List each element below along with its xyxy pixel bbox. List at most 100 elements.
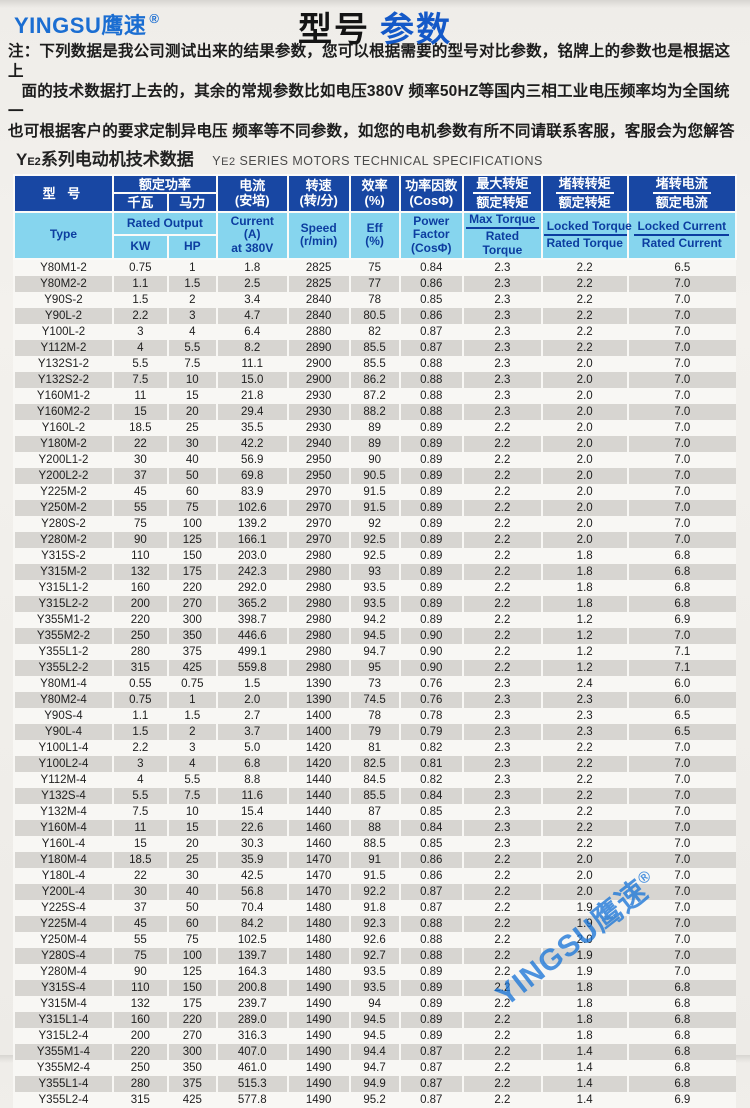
spec-value-cell: 1.8 [540, 980, 628, 997]
col-header-locked-current-zh: 堵转电流 额定电流 [626, 174, 738, 213]
table-row: Y80M1-4 0.55 0.75 1.5 1390 73 0.76 2.3 2.4 6.0 [13, 676, 736, 693]
spec-value-cell: 0.76 [398, 676, 464, 693]
spec-value-cell: 1.4 [540, 1044, 628, 1061]
spec-value-cell: 40 [166, 452, 217, 469]
spec-value-cell: 2.3 [462, 804, 542, 821]
spec-value-cell: 2.2 [540, 324, 628, 341]
section-en-rest: SERIES MOTORS TECHNICAL SPECIFICATIONS [235, 154, 543, 168]
spec-value-cell: 160 [111, 1012, 168, 1029]
table-row: Y90S-2 1.5 2 3.4 2840 78 0.85 2.3 2.2 7.0 [13, 292, 736, 309]
spec-value-cell: 2980 [286, 612, 350, 629]
motor-type-cell: Y132S-4 [13, 788, 113, 805]
spec-value-cell: 2.2 [462, 452, 542, 469]
spec-value-cell: 55 [111, 500, 168, 517]
locked-current-en-bottom: Rated Current [641, 236, 722, 251]
spec-value-cell: 7.0 [626, 852, 736, 869]
pf-en-line2: Factor [412, 227, 450, 242]
spec-value-cell: 220 [166, 1012, 217, 1029]
spec-value-cell: 6.8 [215, 756, 288, 773]
spec-value-cell: 2.2 [462, 628, 542, 645]
motor-type-cell: Y100L-2 [13, 324, 113, 341]
spec-value-cell: 2980 [286, 548, 350, 565]
spec-value-cell: 2.3 [462, 388, 542, 405]
spec-value-cell: 95 [348, 660, 400, 677]
spec-value-cell: 0.87 [398, 340, 464, 357]
spec-value-cell: 2.2 [540, 340, 628, 357]
spec-value-cell: 4 [111, 772, 168, 789]
table-row: Y200L1-2 30 40 56.9 2950 90 0.89 2.2 2.0 7.0 [13, 452, 736, 469]
motor-type-cell: Y315L1-2 [13, 580, 113, 597]
spec-value-cell: 4 [166, 756, 217, 773]
spec-value-cell: 91.8 [348, 900, 400, 917]
spec-value-cell: 0.87 [398, 900, 464, 917]
spec-value-cell: 0.89 [398, 452, 464, 469]
spec-value-cell: 82.5 [348, 756, 400, 773]
speed-en-line1: Speed [300, 220, 337, 235]
spec-value-cell: 0.88 [398, 916, 464, 933]
spec-value-cell: 1470 [286, 852, 350, 869]
page-title: 型号 参数 [0, 0, 750, 51]
spec-value-cell: 22 [111, 436, 168, 453]
table-row: Y225M-2 45 60 83.9 2970 91.5 0.89 2.2 2.0 7.0 [13, 484, 736, 501]
spec-value-cell: 2.0 [540, 852, 628, 869]
spec-value-cell: 1440 [286, 772, 350, 789]
spec-value-cell: 1.8 [540, 996, 628, 1013]
spec-value-cell: 2.2 [462, 612, 542, 629]
page-header: YINGSU鹰速 ® 型号 参数 [0, 0, 750, 49]
table-row: Y355M2-2 250 350 446.6 2980 94.5 0.90 2.2 1.2 7.0 [13, 628, 736, 645]
section-zh-prefix: Y [16, 150, 28, 169]
spec-value-cell: 350 [166, 628, 217, 645]
spec-value-cell: 270 [166, 1028, 217, 1045]
spec-value-cell: 315 [111, 1092, 168, 1108]
spec-value-cell: 2.3 [462, 372, 542, 389]
motor-type-cell: Y100L1-4 [13, 740, 113, 757]
spec-value-cell: 93 [348, 564, 400, 581]
col-header-power-factor-en: Power Factor (CosΦ) [398, 210, 465, 261]
spec-value-cell: 0.88 [398, 932, 464, 949]
locked-current-zh-top: 堵转电流 [652, 176, 711, 195]
spec-value-cell: 21.8 [215, 388, 288, 405]
motor-type-cell: Y315S-2 [13, 548, 113, 565]
spec-value-cell: 1440 [286, 804, 350, 821]
spec-value-cell: 94.5 [348, 1012, 400, 1029]
spec-value-cell: 2.3 [462, 276, 542, 293]
spec-value-cell: 75 [166, 500, 217, 517]
motor-type-cell: Y315L2-4 [13, 1028, 113, 1045]
spec-value-cell: 3 [166, 740, 217, 757]
spec-value-cell: 102.6 [215, 500, 288, 517]
spec-value-cell: 1 [166, 259, 217, 277]
note-line: 面的技术数据打上去的，其余的常规参数比如电压380V 频率50HZ等国内三相工业… [8, 83, 730, 120]
spec-value-cell: 30.3 [215, 836, 288, 853]
locked-current-zh-bottom: 额定电流 [655, 195, 708, 211]
spec-value-cell: 2930 [286, 420, 350, 437]
motor-type-cell: Y250M-4 [13, 932, 113, 949]
spec-value-cell: 3 [111, 756, 168, 773]
spec-value-cell: 75 [348, 259, 400, 277]
spec-value-cell: 80.5 [348, 308, 400, 325]
spec-table: 型 号 额定功率 电流 (安培) 转速 (转/分) 效率 (%) 功率因数 (C… [13, 173, 738, 1108]
spec-value-cell: 0.75 [111, 692, 168, 709]
table-row: Y132S1-2 5.5 7.5 11.1 2900 85.5 0.88 2.3 2.0 7.0 [13, 356, 736, 373]
spec-value-cell: 2890 [286, 340, 350, 357]
spec-value-cell: 92.7 [348, 948, 400, 965]
spec-value-cell: 2980 [286, 596, 350, 613]
spec-value-cell: 92.5 [348, 532, 400, 549]
spec-value-cell: 91 [348, 852, 400, 869]
spec-value-cell: 2.7 [215, 708, 288, 725]
table-row: Y315M-2 132 175 242.3 2980 93 0.89 2.2 1.8 6.8 [13, 564, 736, 581]
spec-value-cell: 559.8 [215, 660, 288, 677]
spec-value-cell: 1.5 [111, 292, 168, 309]
spec-value-cell: 1.5 [111, 724, 168, 741]
table-row: Y160L-2 18.5 25 35.5 2930 89 0.89 2.2 2.0 7.0 [13, 420, 736, 437]
spec-value-cell: 220 [111, 1044, 168, 1061]
spec-value-cell: 7.0 [626, 324, 736, 341]
spec-value-cell: 7.0 [626, 868, 736, 885]
spec-value-cell: 7.1 [626, 644, 736, 661]
table-row: Y180L-4 22 30 42.5 1470 91.5 0.86 2.2 2.0 7.0 [13, 868, 736, 885]
spec-value-cell: 1.9 [540, 900, 628, 917]
spec-value-cell: 398.7 [215, 612, 288, 629]
motor-type-cell: Y132M-4 [13, 804, 113, 821]
section-title-en: YE2 SERIES MOTORS TECHNICAL SPECIFICATIO… [212, 154, 543, 168]
spec-value-cell: 1.2 [540, 612, 628, 629]
spec-value-cell: 2.2 [540, 740, 628, 757]
